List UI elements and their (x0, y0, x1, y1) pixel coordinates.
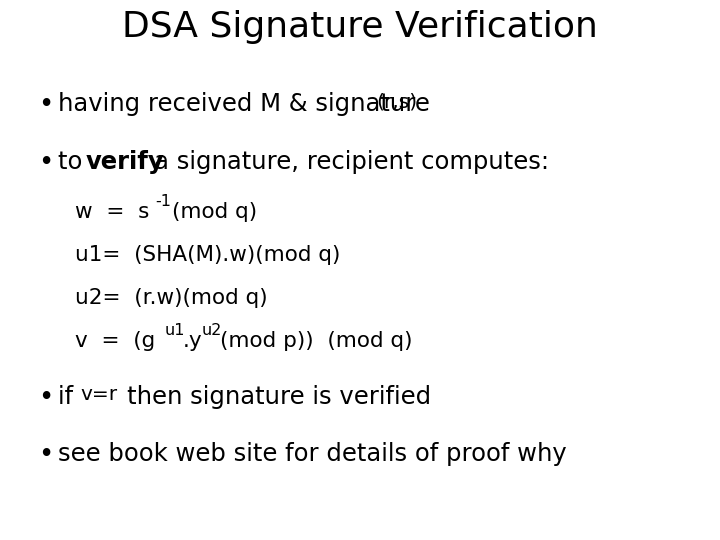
Text: •: • (38, 150, 53, 176)
Text: having received M & signature: having received M & signature (58, 92, 442, 116)
Text: then signature is verified: then signature is verified (115, 385, 431, 409)
Text: (mod q): (mod q) (172, 202, 257, 222)
Text: v  =  (g: v = (g (75, 331, 156, 351)
Text: •: • (38, 442, 53, 468)
Text: .y: .y (183, 331, 202, 351)
Text: u2: u2 (202, 323, 222, 338)
Text: u1=  (SHA(M).w)(mod q): u1= (SHA(M).w)(mod q) (75, 245, 341, 265)
Text: u1: u1 (165, 323, 186, 338)
Text: w  =  s: w = s (75, 202, 149, 222)
Text: verify: verify (86, 150, 165, 174)
Text: if: if (58, 385, 85, 409)
Text: -1: -1 (155, 194, 171, 209)
Text: to: to (58, 150, 107, 174)
Text: (mod p))  (mod q): (mod p)) (mod q) (220, 331, 413, 351)
Text: •: • (38, 92, 53, 118)
Text: u2=  (r.w)(mod q): u2= (r.w)(mod q) (75, 288, 268, 308)
Text: DSA Signature Verification: DSA Signature Verification (122, 10, 598, 44)
Text: •: • (38, 385, 53, 411)
Text: see book web site for details of proof why: see book web site for details of proof w… (58, 442, 567, 466)
Text: v=r: v=r (80, 385, 117, 404)
Text: a signature, recipient computes:: a signature, recipient computes: (142, 150, 549, 174)
Text: (r,s): (r,s) (376, 92, 417, 111)
